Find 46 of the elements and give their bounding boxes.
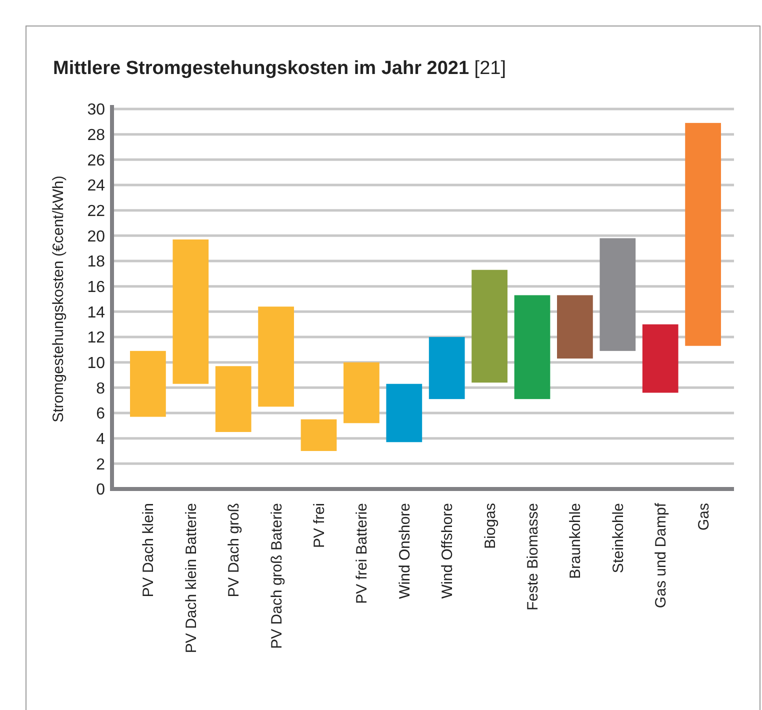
y-tick-label: 18 xyxy=(87,254,106,271)
y-tick-label: 20 xyxy=(87,228,106,246)
bar xyxy=(472,270,508,383)
y-tick-label: 6 xyxy=(96,406,106,423)
x-tick-label: Steinkohle xyxy=(610,503,627,574)
chart-title: Mittlere Stromgestehungskosten im Jahr 2021 [21] xyxy=(53,58,506,79)
y-tick-label: 30 xyxy=(87,102,106,119)
y-tick-label: 12 xyxy=(87,330,106,347)
y-tick-label: 22 xyxy=(87,202,106,220)
x-tick-label: PV Dach klein xyxy=(140,503,158,598)
x-tick-label: PV Dach groß xyxy=(226,503,243,598)
x-tick-label: Biogas xyxy=(482,503,499,549)
y-tick-label: 0 xyxy=(96,482,106,499)
bar xyxy=(557,295,593,359)
bar xyxy=(344,362,380,424)
bar xyxy=(172,239,209,384)
x-tick-label: PV frei Batterie xyxy=(354,503,371,604)
y-tick-label: 14 xyxy=(87,304,106,322)
y-axis-title: Stromgestehungskosten (€cent/kWh) xyxy=(50,176,67,422)
x-tick-label: Braunkohle xyxy=(567,503,584,579)
x-tick-label: Gas xyxy=(695,503,712,531)
bar xyxy=(130,350,166,417)
x-tick-label: Gas und Dampf xyxy=(652,502,670,608)
x-tick-label: Wind Onshore xyxy=(396,503,414,599)
x-tick-label: PV Dach klein Batterie xyxy=(182,503,200,654)
y-tick-label: 16 xyxy=(87,278,106,296)
y-tick-label: 10 xyxy=(87,354,106,372)
y-tick-label: 26 xyxy=(87,152,106,170)
x-tick-label: PV frei xyxy=(311,503,328,548)
bar xyxy=(514,295,550,400)
bar xyxy=(685,122,721,346)
bar xyxy=(428,337,465,400)
x-tick-label: Wind Offshore xyxy=(439,503,456,599)
bar xyxy=(258,306,294,407)
bar xyxy=(600,238,636,351)
y-tick-label: 2 xyxy=(96,456,106,474)
y-tick-label: 4 xyxy=(96,430,106,448)
bar xyxy=(386,384,422,442)
bar xyxy=(300,419,337,451)
x-tick-label: Feste Biomasse xyxy=(524,503,542,611)
bar xyxy=(215,366,252,432)
y-tick-label: 24 xyxy=(87,178,106,195)
bar xyxy=(642,324,678,393)
y-tick-label: 28 xyxy=(87,126,106,144)
x-tick-label: PV Dach groß Baterie xyxy=(268,503,286,649)
y-tick-label: 8 xyxy=(96,380,106,398)
